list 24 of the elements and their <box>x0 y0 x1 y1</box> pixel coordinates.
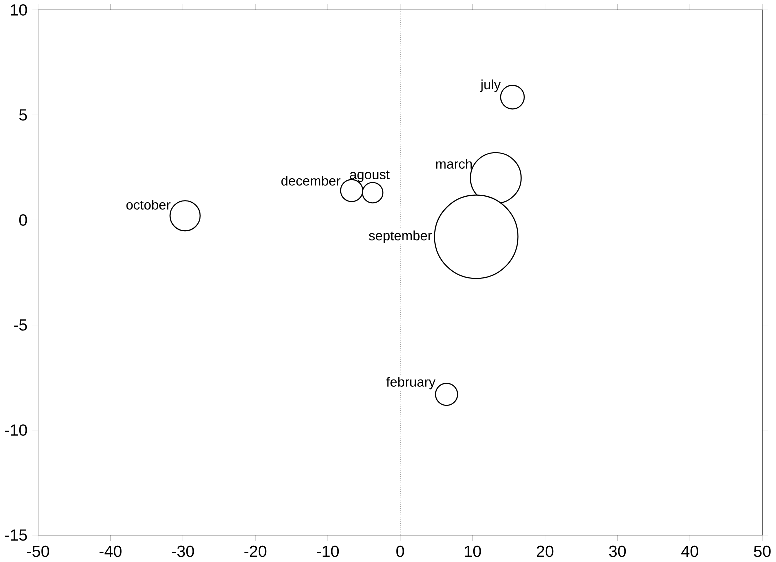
annotation: september <box>369 230 432 244</box>
y-tick-label: -15 <box>5 530 28 542</box>
x-tick-label: -10 <box>317 546 340 558</box>
x-tick-label: 20 <box>537 546 554 558</box>
x-tick-label: 30 <box>609 546 626 558</box>
annotation: february <box>386 377 436 390</box>
annotation: agoust <box>350 170 390 182</box>
y-tick-label: 0 <box>19 214 28 226</box>
y-tick-label: 10 <box>11 4 28 16</box>
y-tick-label: -5 <box>14 320 28 332</box>
annotation: december <box>282 176 341 186</box>
x-tick-label: 50 <box>754 546 771 558</box>
x-tick-label: 0 <box>396 546 404 558</box>
x-tick-label: 10 <box>465 546 482 558</box>
annotation: march <box>436 159 472 170</box>
y-tick-label: 5 <box>20 110 28 121</box>
x-tick-label: -40 <box>100 546 122 558</box>
x-tick-label: -50 <box>27 546 50 558</box>
annotation: july <box>480 80 501 92</box>
annotation: october <box>126 200 171 210</box>
y-tick-label: -10 <box>5 424 28 436</box>
x-tick-label: -20 <box>244 546 267 558</box>
x-tick-label: -30 <box>172 546 194 558</box>
x-tick-label: 40 <box>682 546 698 558</box>
